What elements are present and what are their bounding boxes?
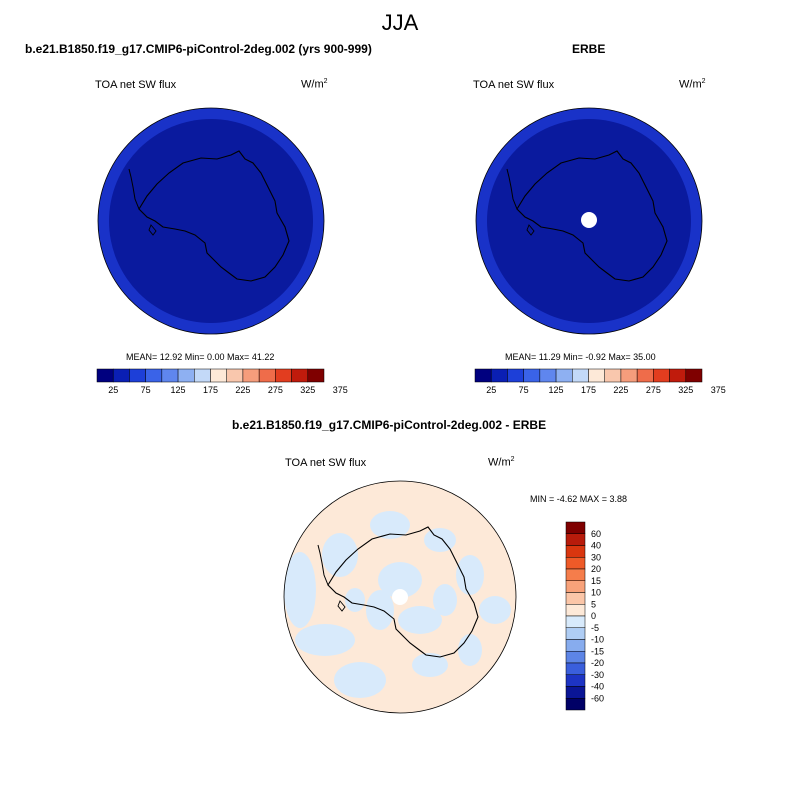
right-variable-label: TOA net SW flux xyxy=(473,79,555,91)
left-colorbar-tick-label: 175 xyxy=(203,385,218,395)
diff-colorbar-tick-label: 15 xyxy=(591,576,601,586)
left-colorbar-swatch xyxy=(291,368,309,383)
diff-colorbar-swatch xyxy=(565,592,586,605)
right-colorbar-swatch xyxy=(653,368,670,383)
diff-colorbar-tick-label: 40 xyxy=(591,541,601,551)
right-colorbar-swatch xyxy=(555,368,573,383)
left-colorbar-swatch xyxy=(145,368,163,383)
right-colorbar-tick-label: 125 xyxy=(549,385,564,395)
diff-colorbar-swatch xyxy=(565,568,586,581)
diff-colorbar-swatch xyxy=(565,651,586,664)
diff-colorbar-tick-label: -40 xyxy=(591,682,604,692)
diff-colorbar-swatch xyxy=(565,686,586,699)
right-colorbar-tick-label: 325 xyxy=(678,385,693,395)
right-colorbar-swatch xyxy=(572,368,589,383)
diff-colorbar-swatch xyxy=(565,698,586,711)
left-colorbar-swatch xyxy=(177,368,195,383)
right-colorbar-tick-label: 25 xyxy=(486,385,496,395)
left-colorbar-swatch xyxy=(275,368,292,383)
left-colorbar-swatch xyxy=(226,368,244,383)
left-map-border xyxy=(97,107,325,335)
diff-colorbar-tick-label: -30 xyxy=(591,670,604,680)
diff-units-label: W/m2 xyxy=(488,456,515,469)
left-colorbar-swatch xyxy=(307,368,325,383)
left-units-label: W/m2 xyxy=(301,78,328,91)
right-colorbar-tick-label: 375 xyxy=(711,385,726,395)
diff-colorbar-tick-label: 5 xyxy=(591,599,596,609)
diff-colorbar-swatch xyxy=(565,615,586,628)
right-colorbar-swatch xyxy=(474,368,492,383)
left-colorbar-swatch xyxy=(161,368,179,383)
diff-colorbar-tick-label: -60 xyxy=(591,693,604,703)
left-colorbar: 25 75 125 175 225 275 325 375 xyxy=(96,368,348,395)
left-colorbar-swatch xyxy=(242,368,260,383)
right-map-border xyxy=(475,107,703,335)
diff-missing-pole xyxy=(392,589,408,605)
right-colorbar-tick-label: 75 xyxy=(519,385,529,395)
diff-colorbar-tick-label: 20 xyxy=(591,564,601,574)
right-colorbar-swatch xyxy=(669,368,687,383)
left-variable-label: TOA net SW flux xyxy=(95,79,177,91)
diff-panel-title: b.e21.B1850.f19_g17.CMIP6-piControl-2deg… xyxy=(232,418,547,432)
diff-colorbar-swatch xyxy=(565,533,586,546)
right-colorbar-swatch xyxy=(523,368,541,383)
diff-colorbar-tick-label: -20 xyxy=(591,658,604,668)
right-colorbar-swatch xyxy=(539,368,557,383)
diff-colorbar-swatch xyxy=(565,674,586,687)
diff-variable-label: TOA net SW flux xyxy=(285,457,367,469)
diff-colorbar-swatch xyxy=(565,604,586,617)
diff-colorbar-tick-label: 10 xyxy=(591,588,601,598)
left-colorbar-tick-label: 225 xyxy=(235,385,250,395)
right-colorbar-swatch xyxy=(636,368,654,383)
diff-colorbar-swatch xyxy=(565,639,586,652)
left-colorbar-tick-label: 325 xyxy=(300,385,315,395)
left-colorbar-tick-label: 75 xyxy=(141,385,151,395)
right-colorbar-swatch xyxy=(588,368,605,383)
left-colorbar-swatch xyxy=(129,368,146,383)
right-map xyxy=(476,108,702,334)
diff-colorbar-tick-label: -10 xyxy=(591,635,604,645)
left-colorbar-tick-label: 275 xyxy=(268,385,283,395)
right-colorbar: 25 75 125 175 225 275 325 375 xyxy=(474,368,726,395)
diff-colorbar-tick-label: -15 xyxy=(591,646,604,656)
diff-colorbar-tick-label: 30 xyxy=(591,552,601,562)
right-colorbar-swatch xyxy=(685,368,703,383)
left-colorbar-swatch xyxy=(96,368,114,383)
diff-stats: MIN = -4.62 MAX = 3.88 xyxy=(530,494,628,504)
left-stats: MEAN= 12.92 Min= 0.00 Max= 41.22 xyxy=(126,352,275,362)
right-colorbar-swatch xyxy=(620,368,638,383)
left-colorbar-swatch xyxy=(194,368,211,383)
left-panel-title: b.e21.B1850.f19_g17.CMIP6-piControl-2deg… xyxy=(25,42,372,56)
right-colorbar-swatch xyxy=(507,368,524,383)
right-colorbar-tick-label: 225 xyxy=(613,385,628,395)
right-colorbar-swatch xyxy=(490,368,508,383)
diff-map-border xyxy=(283,480,517,714)
diff-colorbar-tick-label: 60 xyxy=(591,529,601,539)
right-stats: MEAN= 11.29 Min= -0.92 Max= 35.00 xyxy=(505,352,656,362)
left-colorbar-tick-label: 375 xyxy=(333,385,348,395)
right-colorbar-swatch xyxy=(604,368,622,383)
right-panel-title: ERBE xyxy=(572,42,606,56)
diff-colorbar-tick-label: -5 xyxy=(591,623,599,633)
left-colorbar-tick-label: 125 xyxy=(171,385,186,395)
diff-colorbar-swatch xyxy=(565,545,586,558)
diff-colorbar-swatch xyxy=(565,580,586,593)
left-colorbar-tick-label: 25 xyxy=(108,385,118,395)
right-colorbar-tick-label: 175 xyxy=(581,385,596,395)
right-colorbar-tick-label: 275 xyxy=(646,385,661,395)
left-colorbar-swatch xyxy=(210,368,227,383)
right-missing-pole xyxy=(581,212,597,228)
diff-colorbar-swatch xyxy=(565,557,586,570)
diff-colorbar-swatch xyxy=(565,627,586,640)
diff-colorbar-swatch xyxy=(565,521,586,534)
right-units-label: W/m2 xyxy=(679,78,706,91)
diff-colorbar-swatch xyxy=(565,662,586,675)
left-map xyxy=(98,108,324,334)
left-colorbar-swatch xyxy=(112,368,130,383)
diff-colorbar-tick-label: 0 xyxy=(591,611,596,621)
left-colorbar-swatch xyxy=(258,368,276,383)
figure-title: JJA xyxy=(381,10,419,35)
